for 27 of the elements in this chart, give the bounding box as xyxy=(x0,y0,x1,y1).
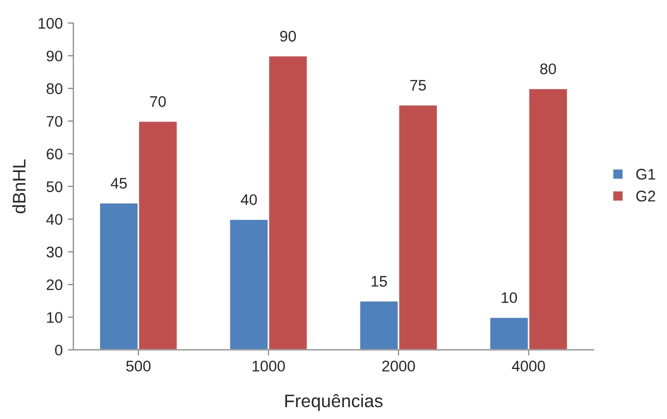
y-tick-label: 50 xyxy=(46,181,62,192)
x-tick-label: 2000 xyxy=(382,360,415,372)
legend-label: G1 xyxy=(636,168,656,180)
data-label: 80 xyxy=(540,63,556,74)
y-tick-label: 60 xyxy=(46,148,62,160)
x-tick-label: 500 xyxy=(126,360,151,372)
x-tick-label: 4000 xyxy=(512,360,545,372)
y-tick-label: 100 xyxy=(38,18,62,29)
y-tick-label: 40 xyxy=(46,214,62,225)
data-label: 70 xyxy=(150,96,166,107)
data-label: 10 xyxy=(502,292,517,304)
y-tick-label: 0 xyxy=(55,344,62,356)
data-label: 90 xyxy=(280,30,296,42)
y-axis-title: dBnHL xyxy=(12,159,26,214)
y-tick-label: 20 xyxy=(46,279,62,290)
data-label: 45 xyxy=(110,178,127,189)
x-axis-title: Frequências xyxy=(285,394,383,411)
x-tick-label: 1000 xyxy=(252,360,285,372)
legend-label: G2 xyxy=(636,190,656,202)
y-tick-label: 30 xyxy=(46,246,62,258)
data-label: 75 xyxy=(410,80,426,91)
y-tick-label: 10 xyxy=(47,312,62,323)
y-tick-label: 70 xyxy=(46,116,62,127)
y-tick-label: 80 xyxy=(46,83,62,94)
data-label: 15 xyxy=(372,276,387,287)
data-label: 40 xyxy=(240,194,257,206)
y-tick-label: 90 xyxy=(46,50,62,62)
